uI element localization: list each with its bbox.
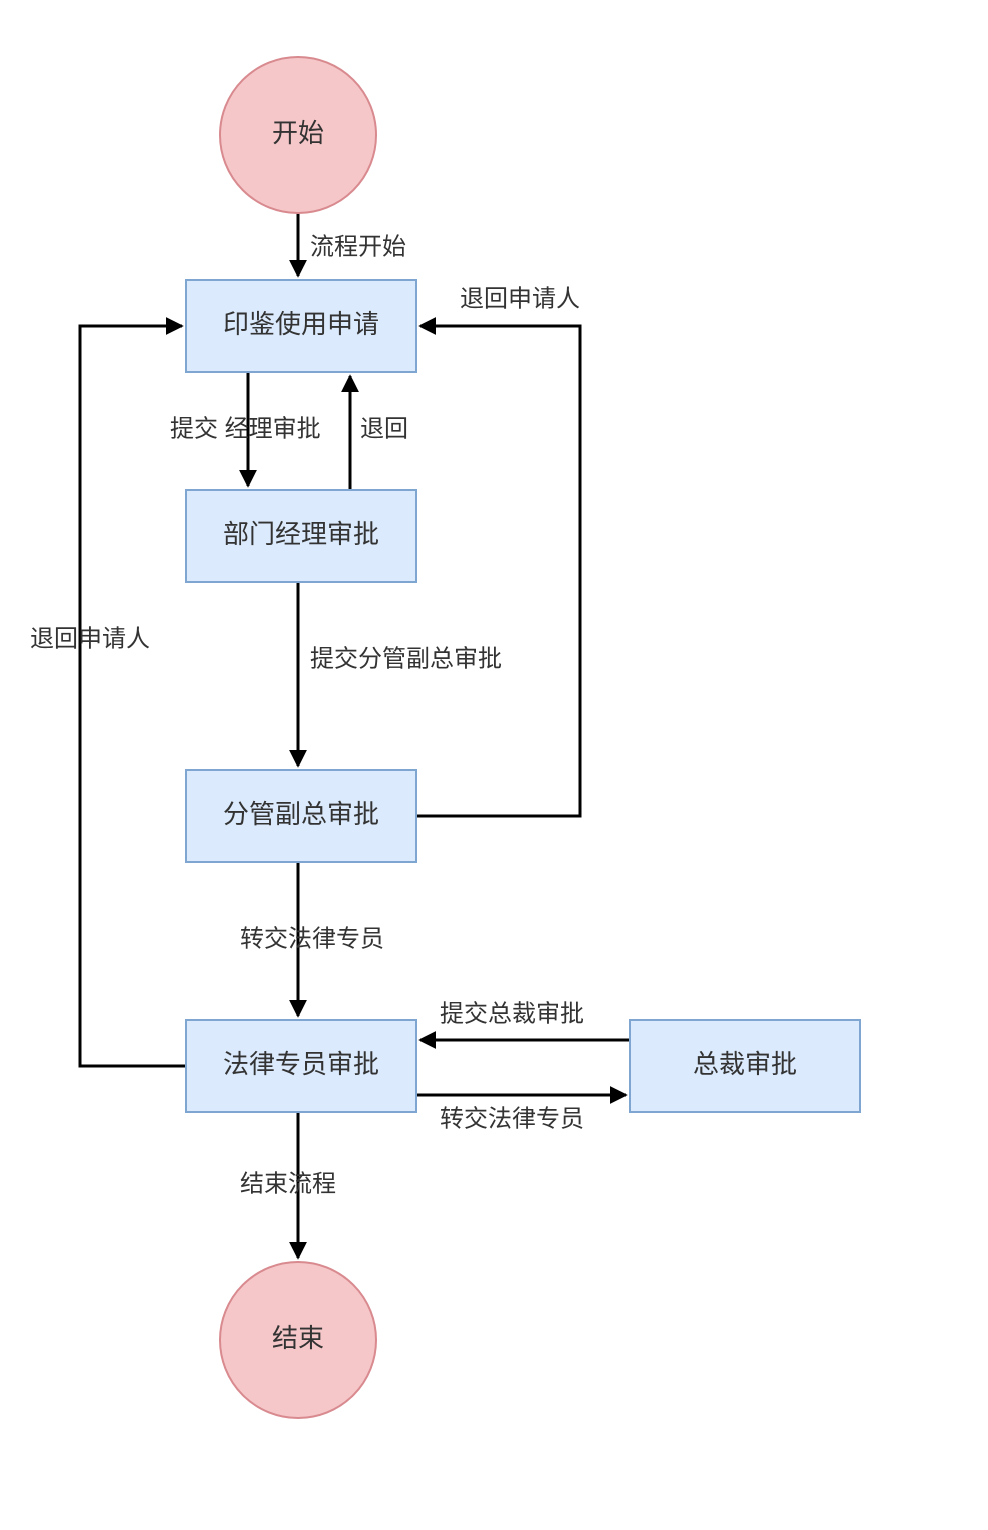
node-ceo: 总裁审批 — [630, 1020, 860, 1112]
node-label-apply: 印鉴使用申请 — [223, 309, 379, 339]
edge-label-e-ceo-legal: 提交总裁审批 — [440, 1000, 584, 1027]
node-label-ceo: 总裁审批 — [693, 1049, 797, 1079]
node-legal: 法律专员审批 — [186, 1020, 416, 1112]
edge-label-e-vp-return-applicant: 退回申请人 — [460, 285, 580, 312]
nodes-group: 开始印鉴使用申请部门经理审批分管副总审批法律专员审批 总裁审批结束 — [186, 57, 860, 1418]
node-label-mgr: 部门经理审批 — [223, 519, 379, 549]
edge-label-e-legal-return-applicant: 退回申请人 — [30, 625, 150, 652]
node-vp: 分管副总审批 — [186, 770, 416, 862]
edge-label-e-mgr-vp: 提交分管副总审批 — [310, 645, 502, 672]
edge-label-e-apply-mgr: 提交 经理审批 — [170, 415, 321, 442]
flowchart-canvas: 流程开始提交 经理审批退回提交分管副总审批转交法律专员退回申请人转交法律专员提交… — [0, 0, 988, 1530]
node-apply: 印鉴使用申请 — [186, 280, 416, 372]
edge-label-e-vp-legal: 转交法律专员 — [240, 925, 384, 952]
node-mgr: 部门经理审批 — [186, 490, 416, 582]
edge-e-vp-return-applicant — [416, 326, 580, 816]
node-end: 结束 — [220, 1262, 376, 1418]
edge-label-e-legal-ceo: 转交法律专员 — [440, 1105, 584, 1132]
node-label-start: 开始 — [272, 118, 324, 148]
node-label-legal: 法律专员审批 — [223, 1049, 379, 1079]
edge-label-e-legal-end: 结束流程 — [240, 1170, 336, 1197]
node-start: 开始 — [220, 57, 376, 213]
edge-label-e-mgr-apply-return: 退回 — [360, 415, 408, 442]
node-label-end: 结束 — [272, 1323, 324, 1353]
node-label-vp: 分管副总审批 — [223, 799, 379, 829]
edge-label-e-start-apply: 流程开始 — [310, 233, 406, 260]
